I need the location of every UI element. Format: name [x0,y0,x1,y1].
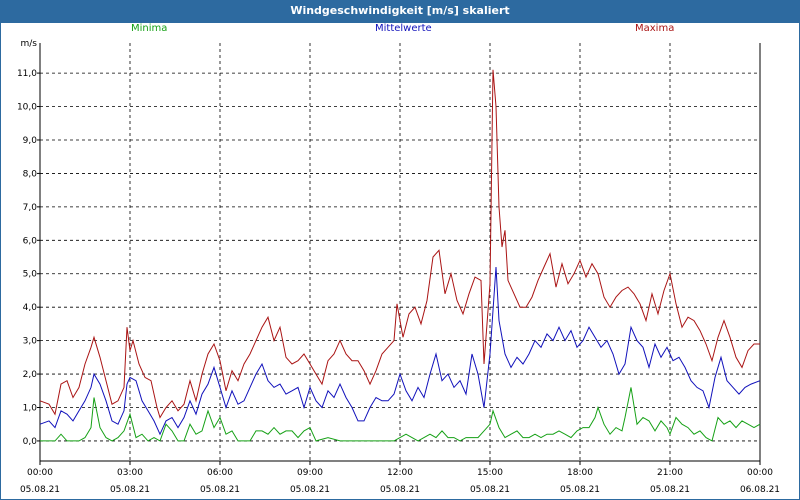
x-tick-date: 05.08.21 [470,485,510,495]
series-line-mittelwerte [39,266,761,436]
y-tick-label: 1,0 [23,403,38,413]
y-tick-label: 11,0 [17,69,37,79]
legend-minima: Minima [131,23,168,34]
x-tick-date: 05.08.21 [560,485,600,495]
tick-labels: 0,0 1,0 2,0 3,0 4,0 5,0 6,0 7,0 8,0 9,0 10,0 11,0 m/… [17,39,780,495]
y-tick-label: 9,0 [23,136,38,146]
x-tick-time: 00:00 [27,468,53,478]
x-tick-date: 05.08.21 [650,485,690,495]
series-line-minima [40,387,761,442]
legend-maxima: Maxima [635,23,675,34]
y-tick-label: 10,0 [17,103,37,113]
grid-lines [40,43,760,461]
y-tick-label: 7,0 [23,203,38,213]
x-tick-date: 06.08.21 [740,485,780,495]
y-tick-label: 8,0 [23,169,38,179]
x-tick-date: 05.08.21 [20,485,60,495]
y-tick-label: 5,0 [23,270,38,280]
x-tick-time: 12:00 [387,468,413,478]
legend-mittelwerte: Mittelwerte [375,23,432,34]
x-tick-time: 00:00 [747,468,773,478]
x-tick-time: 03:00 [117,468,143,478]
x-tick-time: 06:00 [207,468,233,478]
series-line-maxima [39,69,760,419]
axes [37,43,761,465]
x-tick-time: 15:00 [477,468,503,478]
x-tick-time: 09:00 [297,468,323,478]
y-tick-label: 2,0 [23,370,38,380]
x-tick-date: 05.08.21 [290,485,330,495]
window-title: Windgeschwindigkeit [m/s] skaliert [0,0,800,22]
y-tick-label: 0,0 [23,437,38,447]
x-tick-date: 05.08.21 [380,485,420,495]
x-tick-date: 05.08.21 [110,485,150,495]
x-tick-date: 05.08.21 [200,485,240,495]
x-tick-time: 21:00 [657,468,683,478]
series-lines [39,69,761,442]
y-tick-label: 3,0 [23,337,38,347]
y-tick-label: 6,0 [23,236,38,246]
y-tick-label: 4,0 [23,303,38,313]
y-unit-label: m/s [21,39,38,49]
x-tick-time: 18:00 [567,468,593,478]
